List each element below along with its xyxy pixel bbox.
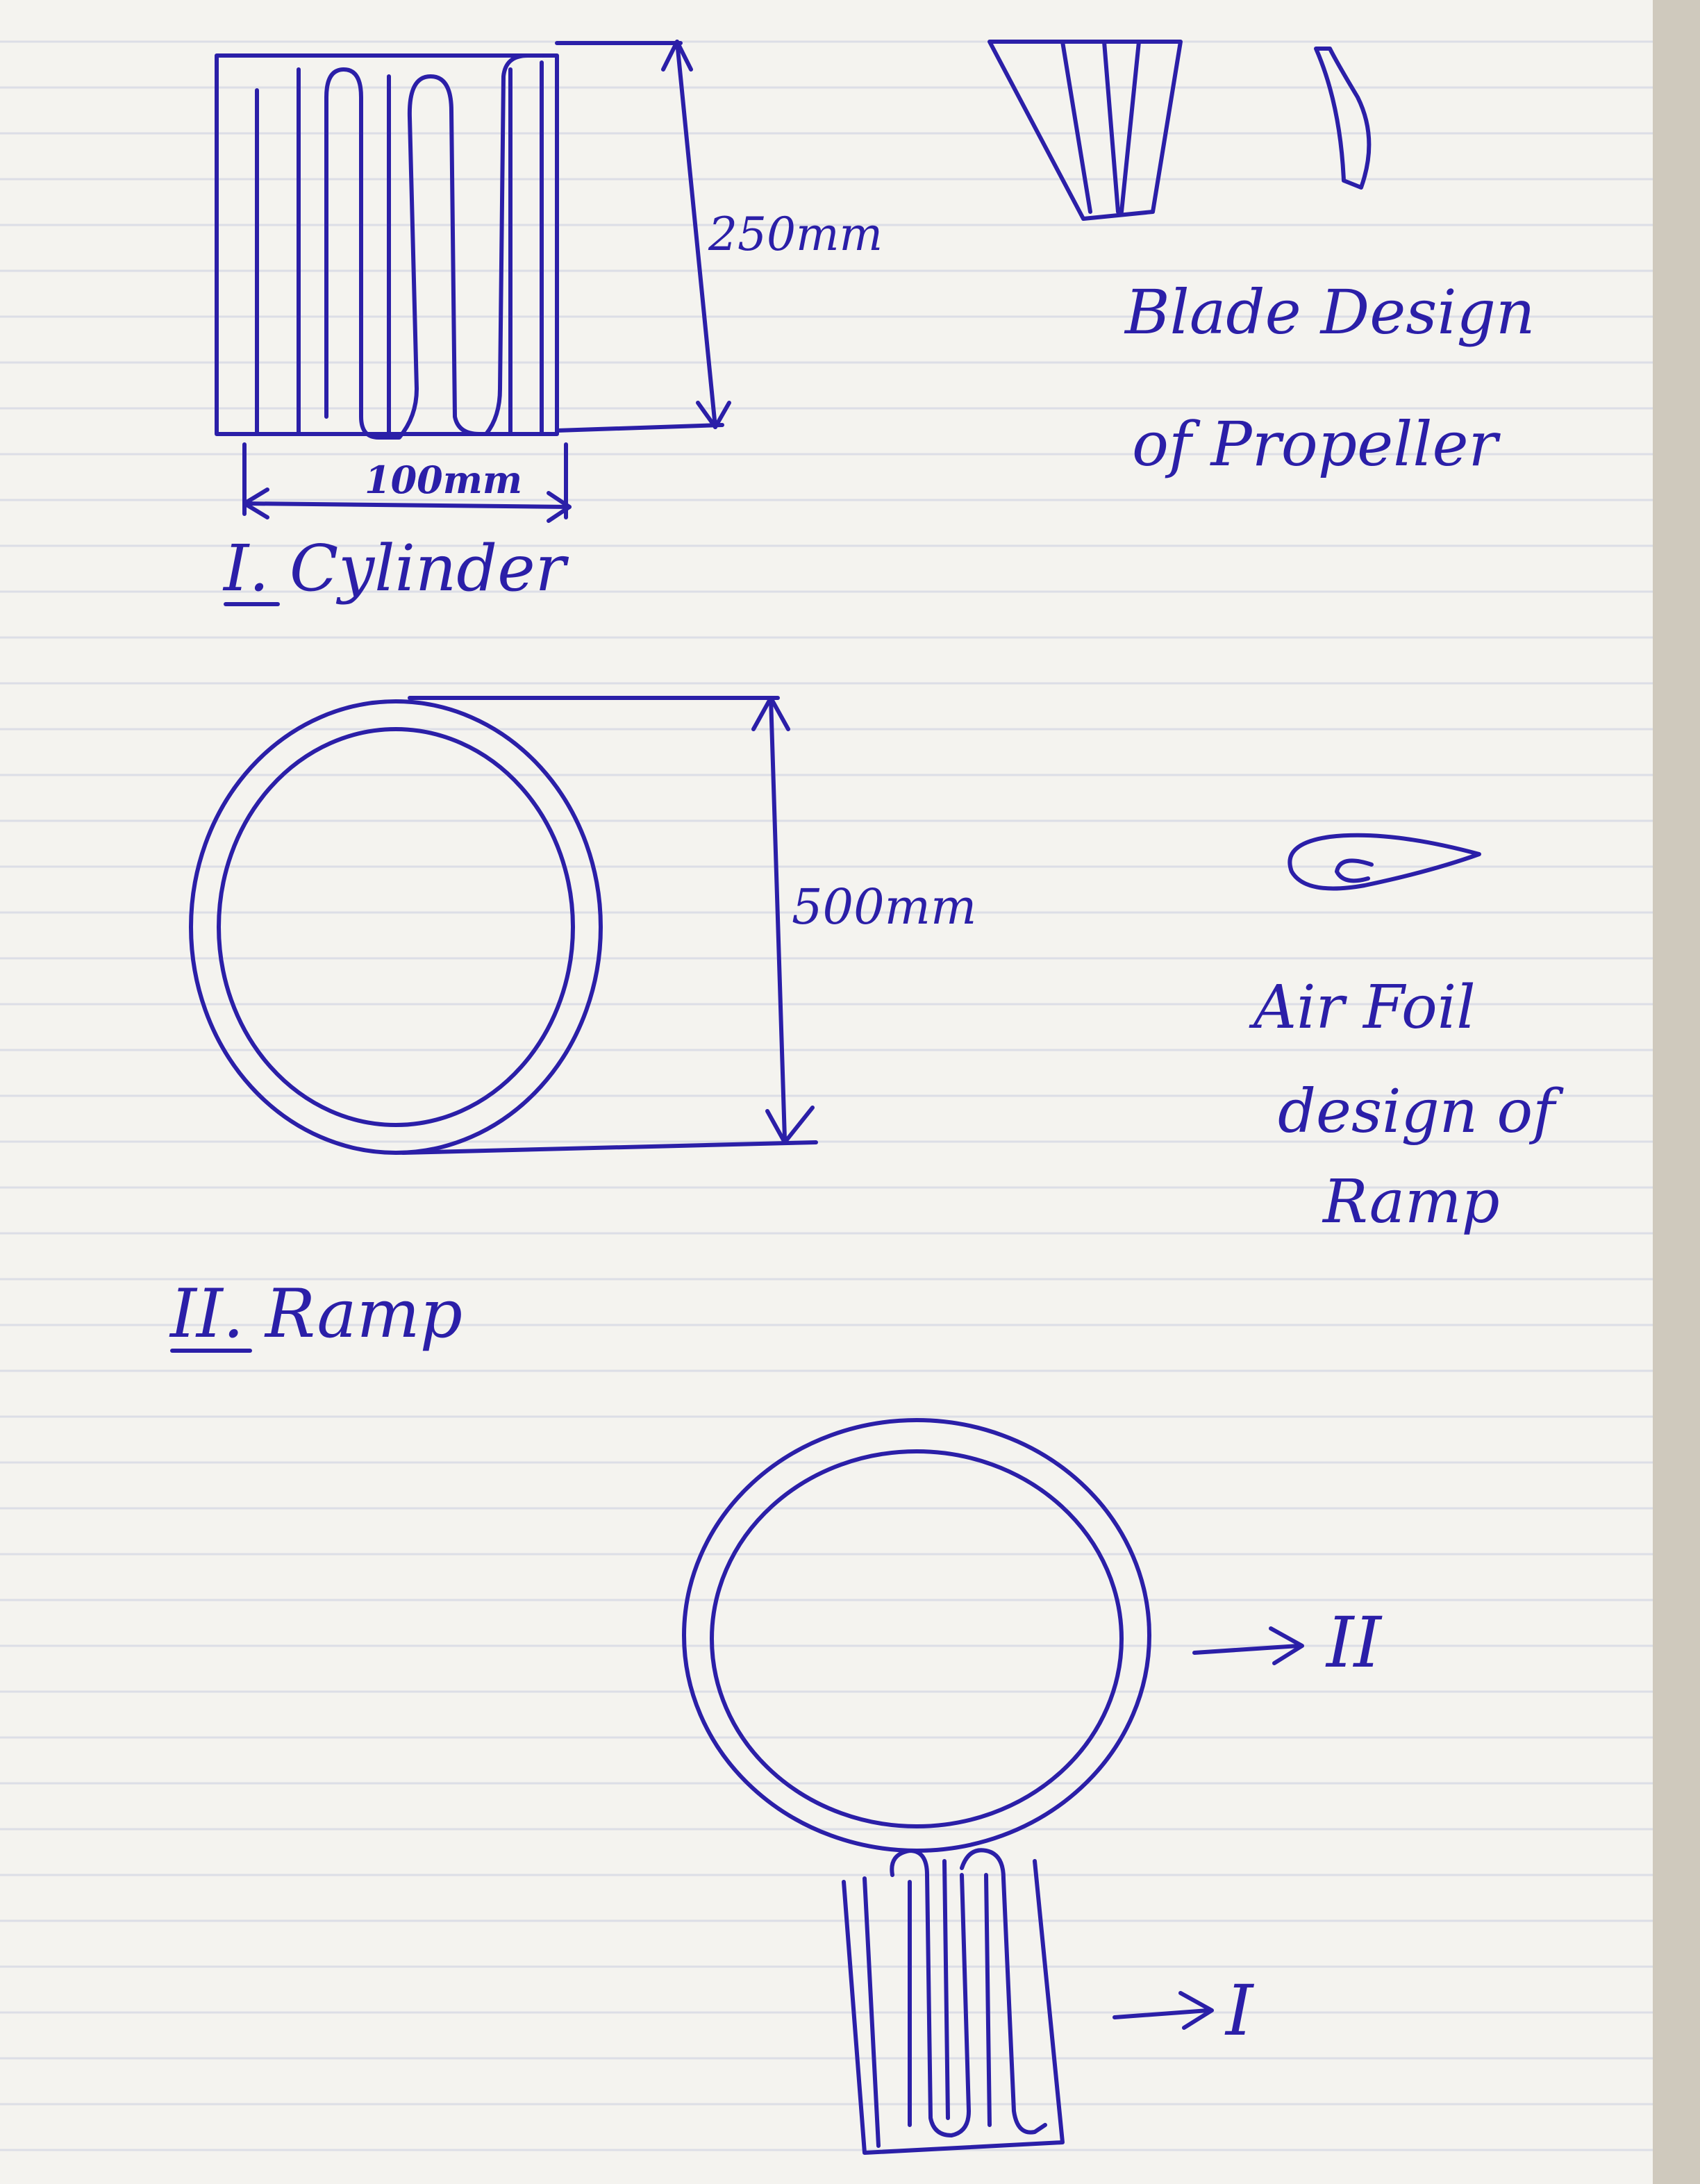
blade-front-sketch [988, 40, 1183, 221]
ramp-diameter-dimension [401, 696, 818, 1155]
cylinder-drawing [215, 53, 559, 440]
ramp-title: II. Ramp [169, 1275, 462, 1353]
ruled-lines [0, 0, 1653, 2184]
airfoil-title-line2: design of [1278, 1077, 1564, 1147]
ramp-diameter-label: 500mm [792, 878, 976, 935]
cylinder-width-dimension [242, 442, 572, 523]
blade-title-line1: Blade Design [1124, 276, 1535, 348]
assembly-cylinder-arrow [1112, 1991, 1214, 2030]
ramp-drawing [189, 699, 603, 1155]
assembly-cylinder [842, 1848, 1065, 2155]
assembly-ramp-ref: II [1325, 1602, 1383, 1683]
cylinder-height-label: 250mm [708, 208, 883, 261]
blade-title-line2: of Propeller [1132, 408, 1501, 480]
airfoil-sketch [1288, 833, 1481, 891]
airfoil-title-line3: Ramp [1322, 1167, 1500, 1237]
blade-side-sketch [1314, 47, 1372, 190]
page-edge [1653, 0, 1700, 2184]
assembly-cylinder-ref: I [1224, 1970, 1255, 2051]
assembly-ramp-arrow [1192, 1626, 1304, 1665]
cylinder-height-dimension [555, 40, 731, 433]
airfoil-title-line1: Air Foil [1249, 973, 1476, 1042]
cylinder-width-label: 100mm [365, 458, 522, 502]
cylinder-title: I. Cylinder [222, 531, 569, 606]
